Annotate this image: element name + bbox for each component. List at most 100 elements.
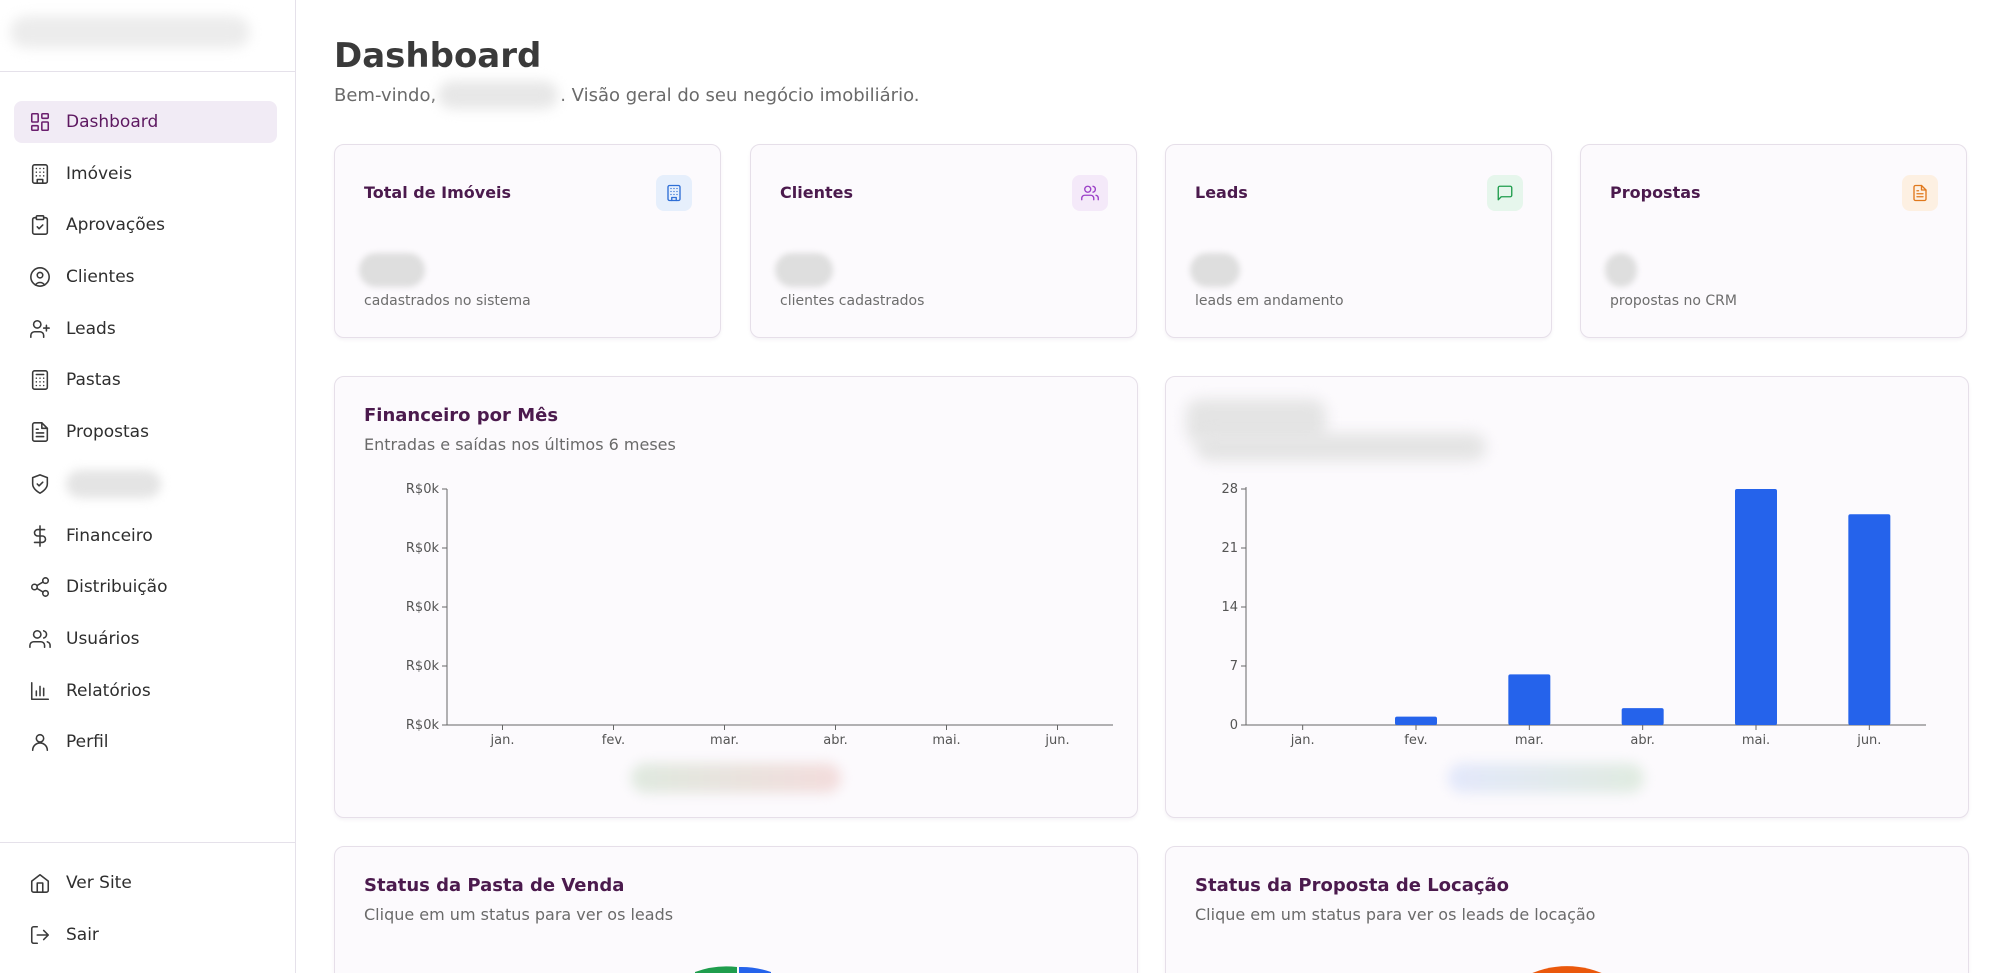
sidebar-item-label: Imóveis bbox=[66, 163, 133, 184]
sidebar-item-label: Financeiro bbox=[66, 525, 153, 546]
user-name-redacted bbox=[438, 81, 559, 109]
y-tick-label: 0 bbox=[1230, 718, 1238, 733]
y-tick-label: 21 bbox=[1221, 541, 1238, 556]
sidebar-item-hidden[interactable] bbox=[14, 463, 277, 505]
page-title: Dashboard bbox=[334, 36, 542, 76]
bar-chart: 0 7 14 21 28 jan. fev. mar. abr. mai. jun. bbox=[1221, 482, 1926, 748]
chart-legend-redacted bbox=[631, 763, 841, 793]
sidebar-item-dashboard[interactable]: Dashboard bbox=[14, 101, 277, 143]
brand-logo[interactable] bbox=[10, 16, 250, 48]
x-tick-label: mai. bbox=[1742, 733, 1770, 748]
sidebar-item-usuarios[interactable]: Usuários bbox=[14, 618, 277, 660]
stat-value-redacted bbox=[1605, 253, 1637, 287]
subtitle-suffix: . Visão geral do seu negócio imobiliário… bbox=[560, 84, 920, 106]
users-icon bbox=[28, 627, 52, 651]
stat-description: clientes cadastrados bbox=[780, 293, 925, 309]
sidebar-item-label: Perfil bbox=[66, 732, 109, 753]
users-icon bbox=[1072, 175, 1108, 211]
divider bbox=[0, 71, 296, 72]
stat-description: cadastrados no sistema bbox=[364, 293, 531, 309]
stat-value-redacted bbox=[775, 253, 833, 287]
bar bbox=[1395, 716, 1437, 725]
x-tick-label: mai. bbox=[932, 733, 960, 748]
x-tick-label: jun. bbox=[1044, 733, 1069, 748]
sidebar-item-aprovacoes[interactable]: Aprovações bbox=[14, 204, 277, 246]
sidebar-item-ver-site[interactable]: Ver Site bbox=[14, 862, 277, 904]
x-tick-label: mar. bbox=[710, 733, 739, 748]
bar bbox=[1621, 708, 1664, 725]
sidebar-item-label: Relatórios bbox=[66, 680, 151, 701]
sidebar-item-label: Propostas bbox=[66, 422, 149, 443]
stat-card-imoveis[interactable]: Total de Imóveis cadastrados no sistema bbox=[334, 144, 721, 338]
sidebar-item-propostas[interactable]: Propostas bbox=[14, 411, 277, 453]
x-tick-label: abr. bbox=[823, 733, 848, 748]
bar bbox=[1508, 674, 1551, 725]
x-tick-label: fev. bbox=[602, 733, 625, 748]
pie-slice bbox=[739, 966, 771, 973]
building-icon bbox=[656, 175, 692, 211]
sidebar-item-imoveis[interactable]: Imóveis bbox=[14, 153, 277, 195]
dollar-icon bbox=[28, 524, 52, 548]
sidebar-item-label: Leads bbox=[66, 318, 116, 339]
status-venda-pie[interactable] bbox=[335, 847, 1138, 973]
x-tick-label: fev. bbox=[1404, 733, 1427, 748]
panel-title: Status da Pasta de Venda bbox=[364, 875, 625, 896]
y-tick-label: 28 bbox=[1221, 482, 1238, 497]
clipboard-check-icon bbox=[28, 213, 52, 237]
sidebar-nav: Dashboard Imóveis Aprovações Clientes Le… bbox=[14, 101, 277, 773]
stat-card-clientes[interactable]: Clientes clientes cadastrados bbox=[750, 144, 1137, 338]
stat-value-redacted bbox=[1190, 253, 1240, 287]
sidebar-item-perfil[interactable]: Perfil bbox=[14, 721, 277, 763]
bar bbox=[1848, 514, 1891, 725]
user-circle-icon bbox=[28, 265, 52, 289]
sidebar-item-clientes[interactable]: Clientes bbox=[14, 256, 277, 298]
sidebar-item-financeiro[interactable]: Financeiro bbox=[14, 515, 277, 557]
x-tick-label: jan. bbox=[1290, 733, 1315, 748]
sidebar-item-relatorios[interactable]: Relatórios bbox=[14, 670, 277, 712]
file-text-icon bbox=[28, 420, 52, 444]
panel-subtitle-redacted bbox=[1196, 433, 1486, 461]
panel-title: Status da Proposta de Locação bbox=[1195, 875, 1510, 896]
pie-slice bbox=[1532, 966, 1602, 973]
stat-description: leads em andamento bbox=[1195, 293, 1344, 309]
status-locacao-pie[interactable] bbox=[1166, 847, 1969, 973]
y-tick-label: R$0k bbox=[406, 600, 440, 615]
stat-value-redacted bbox=[359, 253, 425, 287]
stat-title: Total de Imóveis bbox=[364, 183, 512, 202]
status-locacao-card: Status da Proposta de Locação Clique em … bbox=[1165, 846, 1969, 973]
y-tick-label: 7 bbox=[1230, 659, 1238, 674]
sidebar-item-distribuicao[interactable]: Distribuição bbox=[14, 566, 277, 608]
bar bbox=[1735, 489, 1777, 725]
sidebar-item-label: Distribuição bbox=[66, 577, 168, 598]
message-icon bbox=[1487, 175, 1523, 211]
stat-card-propostas[interactable]: Propostas propostas no CRM bbox=[1580, 144, 1967, 338]
file-text-icon bbox=[1902, 175, 1938, 211]
y-tick-label: R$0k bbox=[406, 482, 440, 497]
stat-card-leads[interactable]: Leads leads em andamento bbox=[1165, 144, 1552, 338]
sidebar-item-leads[interactable]: Leads bbox=[14, 308, 277, 350]
stat-title: Clientes bbox=[780, 183, 853, 202]
sidebar-item-label: Aprovações bbox=[66, 215, 165, 236]
sidebar-item-label: Pastas bbox=[66, 370, 121, 391]
panel-subtitle: Clique em um status para ver os leads de… bbox=[1195, 905, 1596, 924]
sidebar-item-label: Sair bbox=[66, 924, 99, 945]
panel-subtitle: Entradas e saídas nos últimos 6 meses bbox=[364, 435, 676, 454]
building-icon bbox=[28, 162, 52, 186]
sidebar-item-label: Usuários bbox=[66, 628, 140, 649]
main-content: Dashboard Bem-vindo, . Visão geral do se… bbox=[296, 0, 2000, 973]
sidebar-item-sair[interactable]: Sair bbox=[14, 914, 277, 956]
y-tick-label: R$0k bbox=[406, 718, 440, 733]
sidebar-footer: Ver Site Sair bbox=[14, 862, 277, 965]
panel-subtitle: Clique em um status para ver os leads bbox=[364, 905, 674, 924]
sidebar-item-pastas[interactable]: Pastas bbox=[14, 359, 277, 401]
user-plus-icon bbox=[28, 317, 52, 341]
calculator-icon bbox=[28, 368, 52, 392]
x-tick-label: jan. bbox=[490, 733, 515, 748]
panel-title: Financeiro por Mês bbox=[364, 405, 559, 426]
stat-title: Leads bbox=[1195, 183, 1248, 202]
status-venda-card: Status da Pasta de Venda Clique em um st… bbox=[334, 846, 1138, 973]
log-out-icon bbox=[28, 923, 52, 947]
stat-title: Propostas bbox=[1610, 183, 1701, 202]
bar-chart-icon bbox=[28, 679, 52, 703]
page-subtitle: Bem-vindo, . Visão geral do seu negócio … bbox=[334, 81, 919, 109]
